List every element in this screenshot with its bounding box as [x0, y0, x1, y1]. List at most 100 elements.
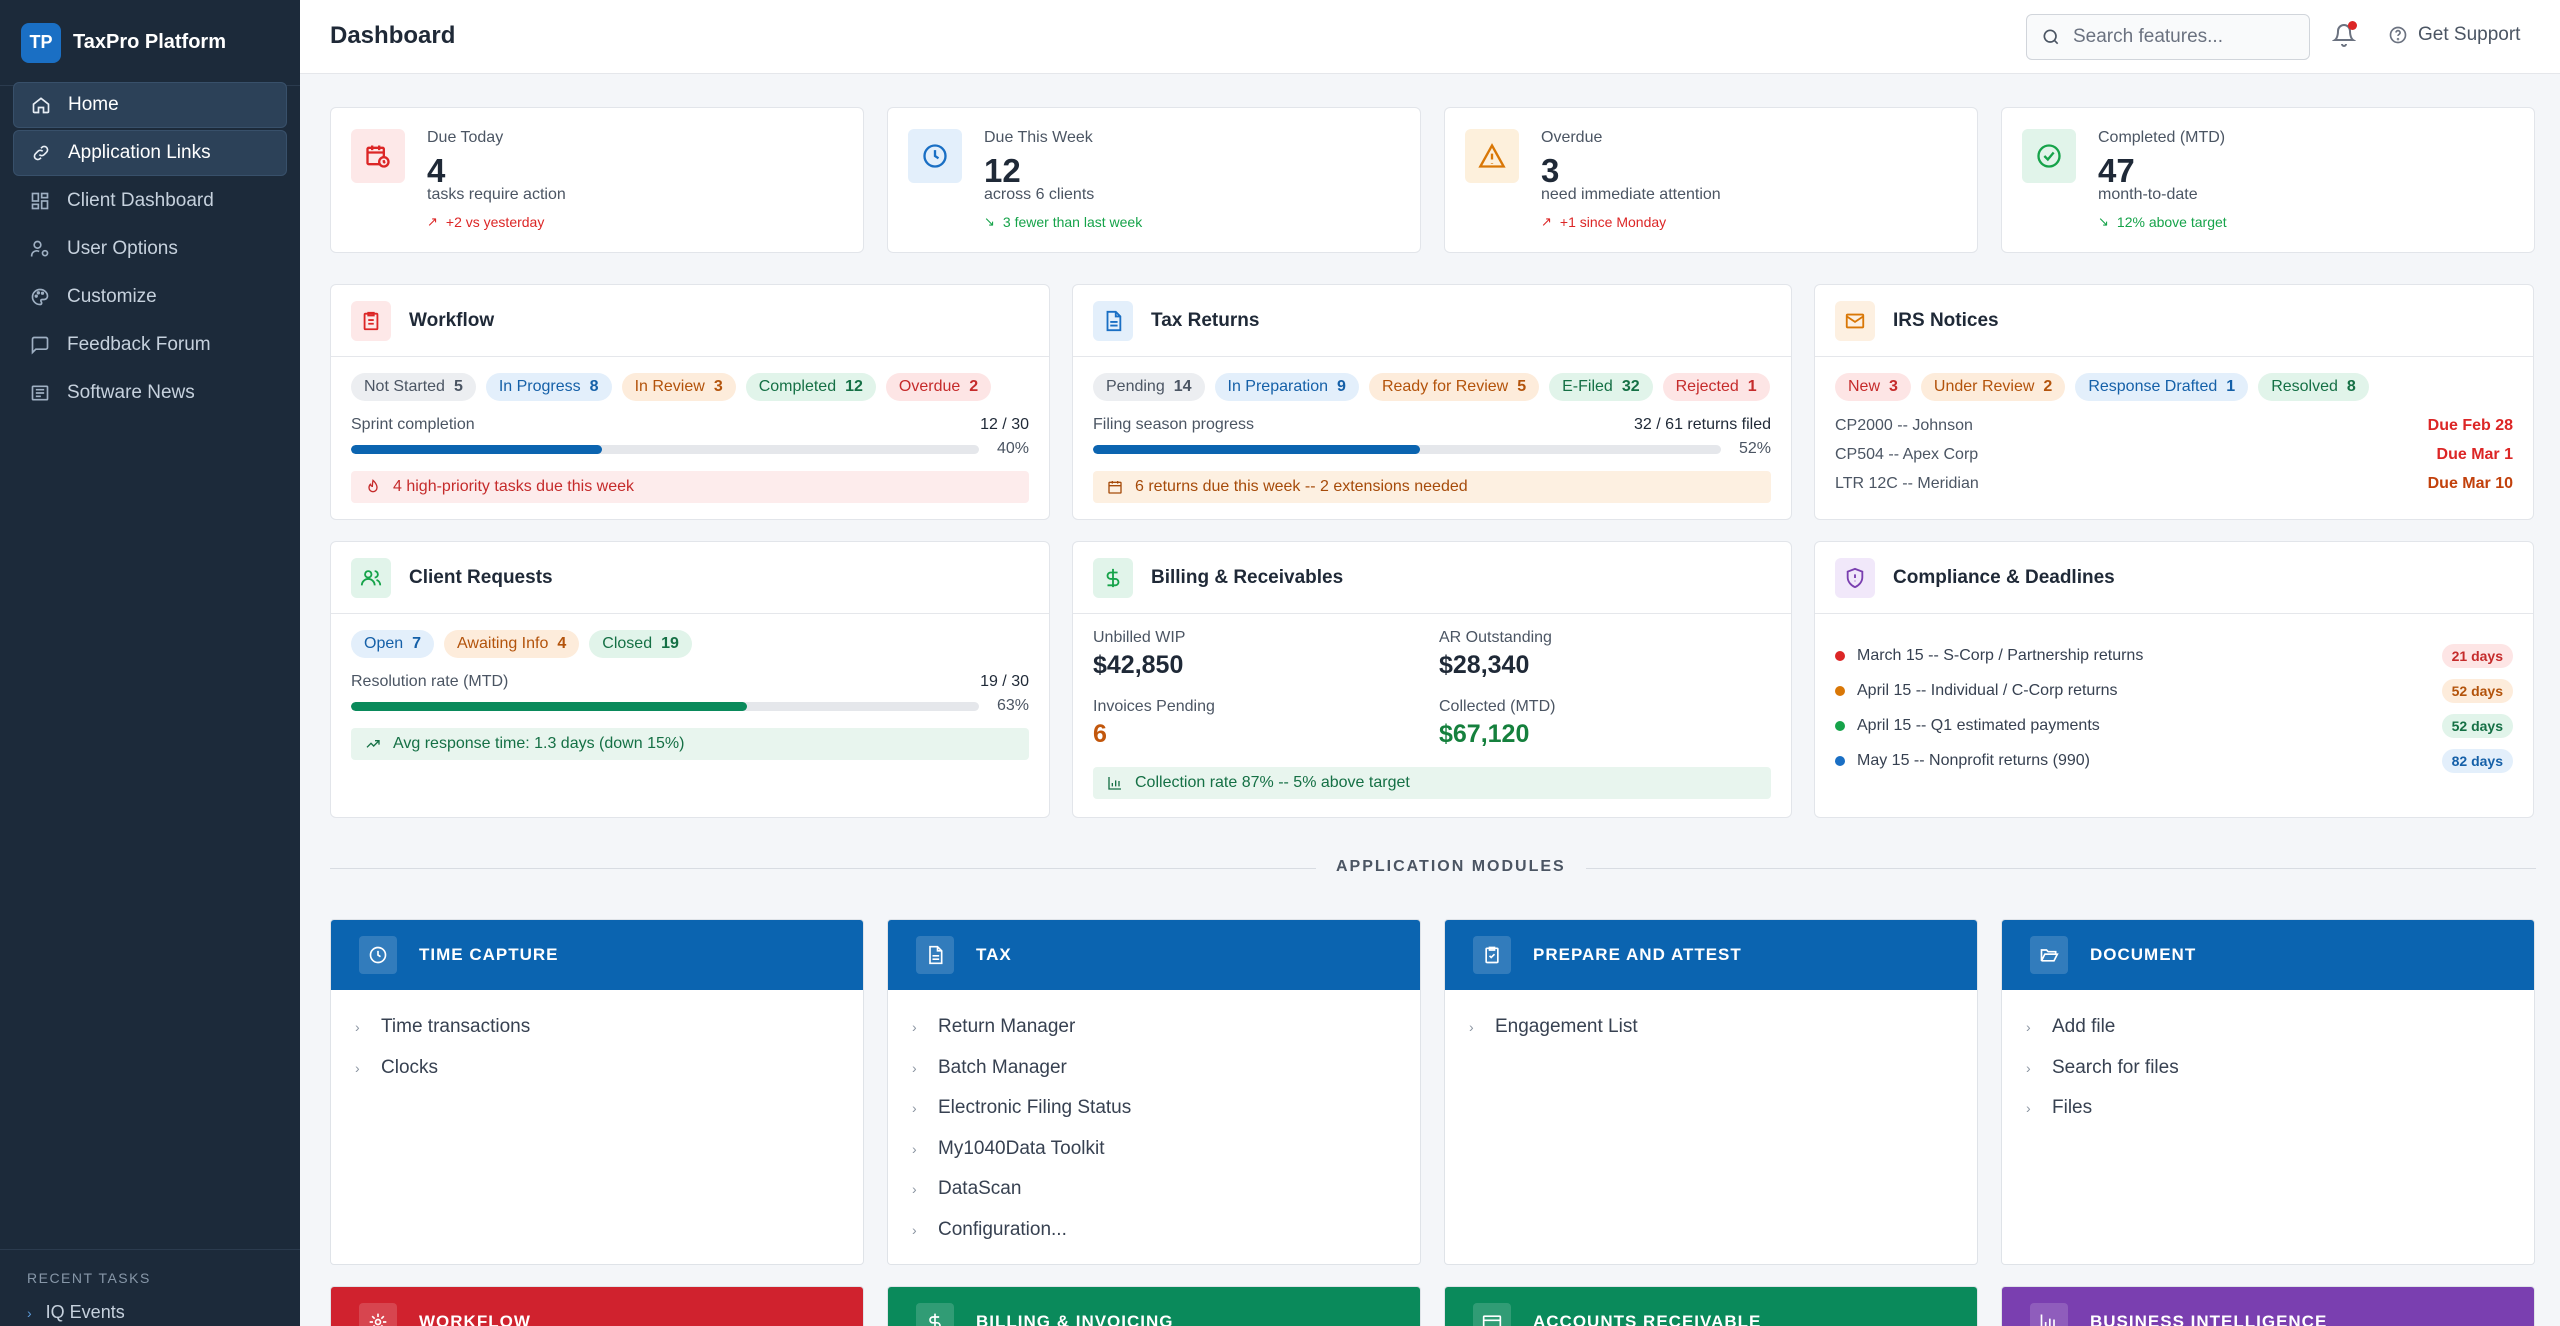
metric-label: Collected (MTD) — [1439, 698, 1556, 715]
module-title: BUSINESS INTELLIGENCE — [2090, 1312, 2328, 1326]
brand[interactable]: TP TaxPro Platform — [0, 0, 300, 86]
status-pill[interactable]: New 3 — [1835, 373, 1911, 401]
module-link-label: Engagement List — [1495, 1016, 1638, 1037]
module-header[interactable]: DOCUMENT — [2002, 920, 2534, 990]
status-pill[interactable]: Response Drafted 1 — [2075, 373, 2249, 401]
status-pill[interactable]: In Preparation 9 — [1214, 373, 1359, 401]
module-header[interactable]: PREPARE AND ATTEST — [1445, 920, 1977, 990]
billing-metric[interactable]: Unbilled WIP $42,850 — [1093, 629, 1439, 680]
module-header[interactable]: BUSINESS INTELLIGENCE — [2002, 1287, 2534, 1326]
deadline-row[interactable]: April 15 -- Q1 estimated payments 52 days — [1835, 714, 2513, 738]
recent-task-item[interactable]: › IQ Events — [27, 1302, 273, 1323]
status-pill[interactable]: Under Review 2 — [1920, 373, 2066, 401]
billing-metric[interactable]: Invoices Pending 6 — [1093, 698, 1439, 749]
panel-header[interactable]: IRS Notices — [1815, 285, 2533, 357]
pill-label: Rejected — [1675, 378, 1739, 395]
chevron-right-icon: › — [912, 1181, 917, 1197]
module-link[interactable]: › Configuration... — [912, 1215, 1396, 1245]
pill-count: 7 — [412, 635, 422, 652]
sidebar-item-software-news[interactable]: Software News — [13, 370, 287, 416]
home-icon — [30, 94, 52, 116]
stat-value: 47 — [2098, 152, 2135, 189]
module-header[interactable]: TIME CAPTURE — [331, 920, 863, 990]
search-box[interactable] — [2026, 14, 2310, 60]
module-link[interactable]: › Files — [2026, 1093, 2510, 1123]
notice-row[interactable]: LTR 12C -- Meridian Due Mar 10 — [1835, 475, 2513, 493]
stat-card-due-today[interactable]: Due Today 4 tasks require action ↗ +2 vs … — [330, 107, 864, 253]
module-link[interactable]: › Batch Manager — [912, 1053, 1396, 1083]
sidebar-item-home[interactable]: Home — [13, 82, 287, 128]
sidebar-item-customize[interactable]: Customize — [13, 274, 287, 320]
status-pill[interactable]: Pending 14 — [1093, 373, 1205, 401]
billing-metric[interactable]: AR Outstanding $28,340 — [1439, 629, 1769, 680]
status-pill[interactable]: Closed 19 — [589, 630, 692, 658]
response-time-alert[interactable]: Avg response time: 1.3 days (down 15%) — [351, 728, 1029, 760]
document-icon — [1093, 300, 1133, 341]
module-header[interactable]: WORKFLOW — [331, 1287, 863, 1326]
module-link[interactable]: › Search for files — [2026, 1053, 2510, 1083]
module-link[interactable]: › Return Manager — [912, 1012, 1396, 1042]
module-link[interactable]: › DataScan — [912, 1174, 1396, 1204]
panel-header[interactable]: Tax Returns — [1073, 285, 1791, 357]
notice-row[interactable]: CP2000 -- Johnson Due Feb 28 — [1835, 417, 2513, 435]
clipboard-check-icon — [1473, 936, 1511, 974]
notifications-button[interactable] — [2331, 21, 2358, 49]
pill-count: 14 — [1173, 378, 1192, 395]
search-icon — [2041, 27, 2061, 47]
sidebar-item-client-dashboard[interactable]: Client Dashboard — [13, 178, 287, 224]
get-support-button[interactable]: Get Support — [2388, 24, 2520, 46]
search-input[interactable] — [2073, 26, 2303, 48]
priority-alert[interactable]: 4 high-priority tasks due this week — [351, 471, 1029, 503]
module-link[interactable]: › Time transactions — [355, 1012, 839, 1042]
module-header[interactable]: TAX — [888, 920, 1420, 990]
panel-header[interactable]: Workflow — [331, 285, 1049, 357]
billing-metric[interactable]: Collected (MTD) $67,120 — [1439, 698, 1769, 749]
pill-count: 12 — [845, 378, 863, 395]
users-icon — [351, 557, 391, 598]
status-pill[interactable]: Overdue 2 — [885, 373, 992, 401]
returns-alert[interactable]: 6 returns due this week -- 2 extensions … — [1093, 471, 1771, 503]
module-link-label: DataScan — [938, 1178, 1022, 1199]
pill-label: Awaiting Info — [457, 635, 549, 652]
alert-text: Collection rate 87% -- 5% above target — [1135, 774, 1410, 791]
status-pill[interactable]: Not Started 5 — [351, 373, 476, 401]
status-pill[interactable]: Completed 12 — [745, 373, 876, 401]
status-pill[interactable]: In Review 3 — [621, 373, 736, 401]
panel-header[interactable]: Billing & Receivables — [1073, 542, 1791, 614]
sidebar-item-application-links[interactable]: Application Links — [13, 130, 287, 176]
metric-value: $42,850 — [1093, 651, 1184, 679]
status-pill[interactable]: Resolved 8 — [2258, 373, 2369, 401]
status-pill[interactable]: Ready for Review 5 — [1368, 373, 1540, 401]
panel-header[interactable]: Client Requests — [331, 542, 1049, 614]
status-pill[interactable]: E-Filed 32 — [1549, 373, 1653, 401]
panel-header[interactable]: Compliance & Deadlines — [1815, 542, 2533, 614]
deadline-row[interactable]: May 15 -- Nonprofit returns (990) 82 days — [1835, 749, 2513, 773]
module-link[interactable]: › Engagement List — [1469, 1012, 1953, 1042]
module-header[interactable]: BILLING & INVOICING — [888, 1287, 1420, 1326]
stat-value: 3 — [1541, 152, 1560, 189]
notice-row[interactable]: CP504 -- Apex Corp Due Mar 1 — [1835, 446, 2513, 464]
status-pills: Not Started 5 In Progress 8 In Review 3 Com… — [351, 373, 1029, 401]
stat-value: 12 — [984, 152, 1021, 189]
stat-card-completed[interactable]: Completed (MTD) 47 month-to-date ↘ 12% ab… — [2001, 107, 2535, 253]
status-pill[interactable]: Rejected 1 — [1662, 373, 1770, 401]
status-pill[interactable]: Open 7 — [351, 630, 435, 658]
brand-name: TaxPro Platform — [73, 31, 226, 53]
module-link-label: My1040Data Toolkit — [938, 1137, 1105, 1159]
module-link[interactable]: › My1040Data Toolkit — [912, 1134, 1396, 1164]
module-link[interactable]: › Clocks — [355, 1053, 839, 1083]
collection-alert[interactable]: Collection rate 87% -- 5% above target — [1093, 767, 1771, 799]
module-header[interactable]: ACCOUNTS RECEIVABLE — [1445, 1287, 1977, 1326]
pill-label: Completed — [758, 378, 837, 395]
module-link[interactable]: › Add file — [2026, 1012, 2510, 1042]
stat-card-overdue[interactable]: Overdue 3 need immediate attention ↗ +1 s… — [1444, 107, 1978, 253]
status-pill[interactable]: Awaiting Info 4 — [444, 630, 580, 658]
stat-card-due-this-week[interactable]: Due This Week 12 across 6 clients ↘ 3 few… — [887, 107, 1421, 253]
sidebar-item-feedback-forum[interactable]: Feedback Forum — [13, 322, 287, 368]
deadline-row[interactable]: April 15 -- Individual / C-Corp returns 5… — [1835, 679, 2513, 703]
sidebar-item-user-options[interactable]: User Options — [13, 226, 287, 272]
module-link[interactable]: › Electronic Filing Status — [912, 1093, 1396, 1123]
deadline-row[interactable]: March 15 -- S-Corp / Partnership returns… — [1835, 644, 2513, 668]
pill-label: Open — [364, 635, 404, 652]
status-pill[interactable]: In Progress 8 — [485, 373, 612, 401]
